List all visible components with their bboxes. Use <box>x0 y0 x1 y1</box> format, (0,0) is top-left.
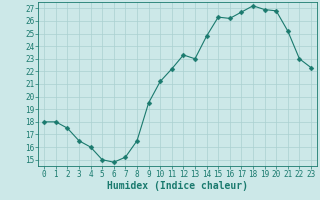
X-axis label: Humidex (Indice chaleur): Humidex (Indice chaleur) <box>107 181 248 191</box>
